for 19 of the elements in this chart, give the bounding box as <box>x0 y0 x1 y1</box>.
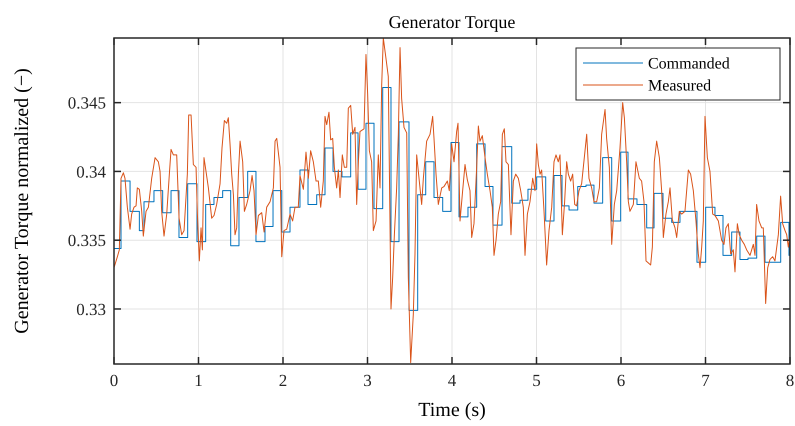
y-tick-label: 0.34 <box>76 162 106 182</box>
x-tick-label: 0 <box>110 371 118 390</box>
y-tick-label: 0.335 <box>68 231 106 250</box>
x-tick-label: 2 <box>278 371 288 390</box>
x-tick-label: 6 <box>616 371 626 390</box>
x-tick-label: 5 <box>532 371 541 390</box>
x-tick-label: 7 <box>701 371 710 390</box>
legend-label: Commanded <box>648 56 730 73</box>
x-tick-label: 8 <box>786 371 794 390</box>
x-tick-label: 1 <box>194 371 203 390</box>
x-tick-label: 4 <box>448 371 457 390</box>
y-axis-title: Generator Torque normalized (−) <box>11 68 33 334</box>
legend-label: Measured <box>648 78 712 95</box>
y-tick-label: 0.345 <box>68 94 106 113</box>
line-series <box>114 38 790 364</box>
chart-title: Generator Torque <box>388 12 516 32</box>
x-tick-label: 3 <box>363 371 372 390</box>
y-tick-label: 0.33 <box>76 300 106 319</box>
x-axis-title: Time (s) <box>418 399 486 421</box>
